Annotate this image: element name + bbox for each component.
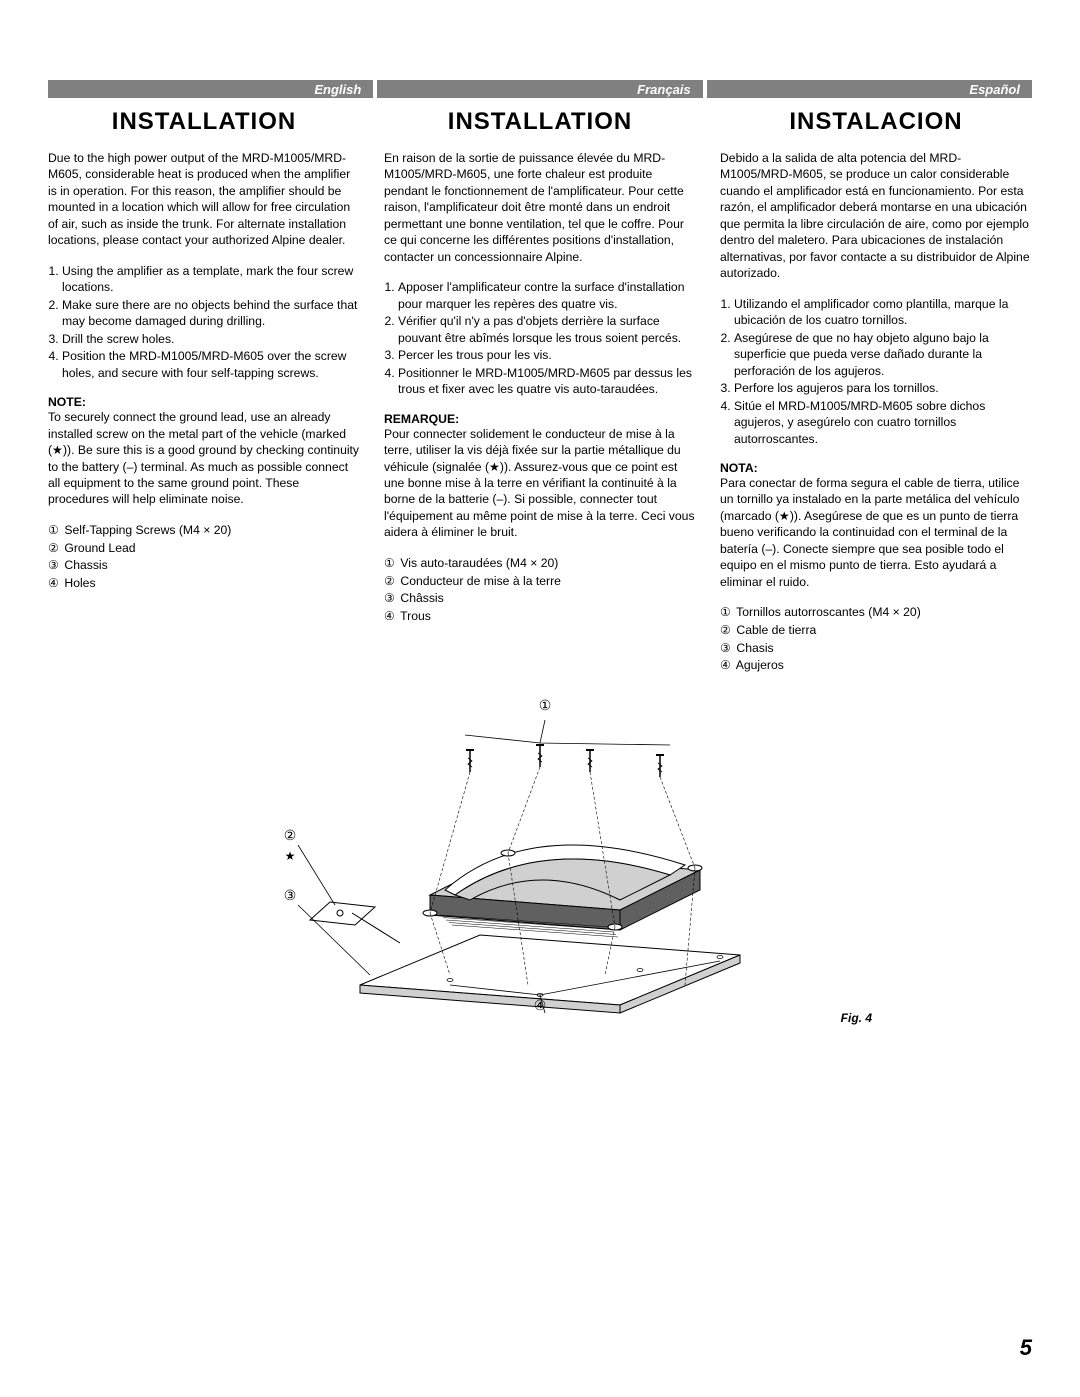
note-heading: REMARQUE: <box>384 412 696 426</box>
lang-label: English <box>314 82 361 97</box>
svg-text:④: ④ <box>534 997 547 1013</box>
legend-item: ① Vis auto-taraudées (M4 × 20) <box>384 555 696 573</box>
heading-installation: INSTALACION <box>720 108 1032 136</box>
step: Sitúe el MRD-M1005/MRD-M605 sobre dichos… <box>734 398 1032 447</box>
install-steps: Utilizando el amplificador como plantill… <box>720 296 1032 447</box>
circled-number-icon: ① <box>384 555 397 573</box>
step: Utilizando el amplificador como plantill… <box>734 296 1032 329</box>
note-paragraph: Pour connecter solidement le conducteur … <box>384 426 696 541</box>
step: Make sure there are no objects behind th… <box>62 297 360 330</box>
legend-text: Chasis <box>736 641 773 655</box>
note-paragraph: To securely connect the ground lead, use… <box>48 409 360 508</box>
circled-number-icon: ① <box>720 604 733 622</box>
circled-number-icon: ③ <box>384 590 397 608</box>
intro-paragraph: Debido a la salida de alta potencia del … <box>720 150 1032 282</box>
note-heading: NOTA: <box>720 461 1032 475</box>
col-english: INSTALLATION Due to the high power outpu… <box>48 102 360 675</box>
lang-label: Español <box>969 82 1020 97</box>
step: Asegúrese de que no hay objeto alguno ba… <box>734 330 1032 379</box>
legend-item: ④ Agujeros <box>720 657 1032 675</box>
legend: ① Vis auto-taraudées (M4 × 20) ② Conduct… <box>384 555 696 626</box>
step: Position the MRD-M1005/MRD-M605 over the… <box>62 348 360 381</box>
legend-text: Tornillos autorroscantes (M4 × 20) <box>736 605 921 619</box>
legend-item: ③ Chassis <box>48 557 360 575</box>
step: Vérifier qu'il n'y a pas d'objets derriè… <box>398 313 696 346</box>
circled-number-icon: ③ <box>48 557 61 575</box>
col-french: INSTALLATION En raison de la sortie de p… <box>384 102 696 675</box>
svg-text:★: ★ <box>285 849 296 863</box>
col-spanish: INSTALACION Debido a la salida de alta p… <box>720 102 1032 675</box>
installation-diagram: ① ② ③ ④ ★ Fig. 4 <box>48 695 1032 1035</box>
step: Using the amplifier as a template, mark … <box>62 263 360 296</box>
legend-item: ③ Châssis <box>384 590 696 608</box>
svg-text:③: ③ <box>284 887 297 903</box>
legend-text: Agujeros <box>736 658 784 672</box>
amplifier-diagram-icon: ① ② ③ ④ ★ <box>240 695 840 1025</box>
circled-number-icon: ④ <box>384 608 397 626</box>
legend-item: ① Self-Tapping Screws (M4 × 20) <box>48 522 360 540</box>
circled-number-icon: ④ <box>720 657 733 675</box>
legend-item: ② Ground Lead <box>48 540 360 558</box>
step: Positionner le MRD-M1005/MRD-M605 par de… <box>398 365 696 398</box>
legend-text: Cable de tierra <box>736 623 816 637</box>
manual-page: English Français Español INSTALLATION Du… <box>0 0 1080 1397</box>
legend: ① Tornillos autorroscantes (M4 × 20) ② C… <box>720 604 1032 675</box>
page-number: 5 <box>1020 1335 1032 1361</box>
legend-text: Châssis <box>400 591 443 605</box>
figure-caption: Fig. 4 <box>841 1011 872 1025</box>
circled-number-icon: ② <box>384 573 397 591</box>
step: Drill the screw holes. <box>62 331 360 347</box>
legend-text: Conducteur de mise à la terre <box>400 574 561 588</box>
legend-item: ③ Chasis <box>720 640 1032 658</box>
note-paragraph: Para conectar de forma segura el cable d… <box>720 475 1032 590</box>
lang-french: Français <box>377 80 702 98</box>
language-bar: English Français Español <box>48 80 1032 98</box>
install-steps: Apposer l'amplificateur contre la surfac… <box>384 279 696 397</box>
legend-text: Vis auto-taraudées (M4 × 20) <box>400 556 558 570</box>
circled-number-icon: ② <box>720 622 733 640</box>
step: Percer les trous pour les vis. <box>398 347 696 363</box>
legend-text: Chassis <box>64 558 107 572</box>
legend-item: ④ Trous <box>384 608 696 626</box>
columns: INSTALLATION Due to the high power outpu… <box>48 102 1032 675</box>
lang-spanish: Español <box>707 80 1032 98</box>
legend-text: Trous <box>400 609 431 623</box>
legend-text: Self-Tapping Screws (M4 × 20) <box>64 523 231 537</box>
heading-installation: INSTALLATION <box>384 108 696 136</box>
circled-number-icon: ③ <box>720 640 733 658</box>
legend-item: ② Conducteur de mise à la terre <box>384 573 696 591</box>
note-heading: NOTE: <box>48 395 360 409</box>
legend-item: ④ Holes <box>48 575 360 593</box>
install-steps: Using the amplifier as a template, mark … <box>48 263 360 381</box>
lang-english: English <box>48 80 373 98</box>
step: Perfore los agujeros para los tornillos. <box>734 380 1032 396</box>
lang-label: Français <box>637 82 690 97</box>
legend-text: Holes <box>64 576 95 590</box>
intro-paragraph: Due to the high power output of the MRD-… <box>48 150 360 249</box>
svg-text:②: ② <box>284 827 297 843</box>
legend-item: ① Tornillos autorroscantes (M4 × 20) <box>720 604 1032 622</box>
legend-text: Ground Lead <box>64 541 135 555</box>
intro-paragraph: En raison de la sortie de puissance élev… <box>384 150 696 265</box>
step: Apposer l'amplificateur contre la surfac… <box>398 279 696 312</box>
circled-number-icon: ① <box>48 522 61 540</box>
circled-number-icon: ④ <box>48 575 61 593</box>
heading-installation: INSTALLATION <box>48 108 360 136</box>
legend-item: ② Cable de tierra <box>720 622 1032 640</box>
circled-number-icon: ② <box>48 540 61 558</box>
legend: ① Self-Tapping Screws (M4 × 20) ② Ground… <box>48 522 360 593</box>
svg-text:①: ① <box>539 697 552 713</box>
